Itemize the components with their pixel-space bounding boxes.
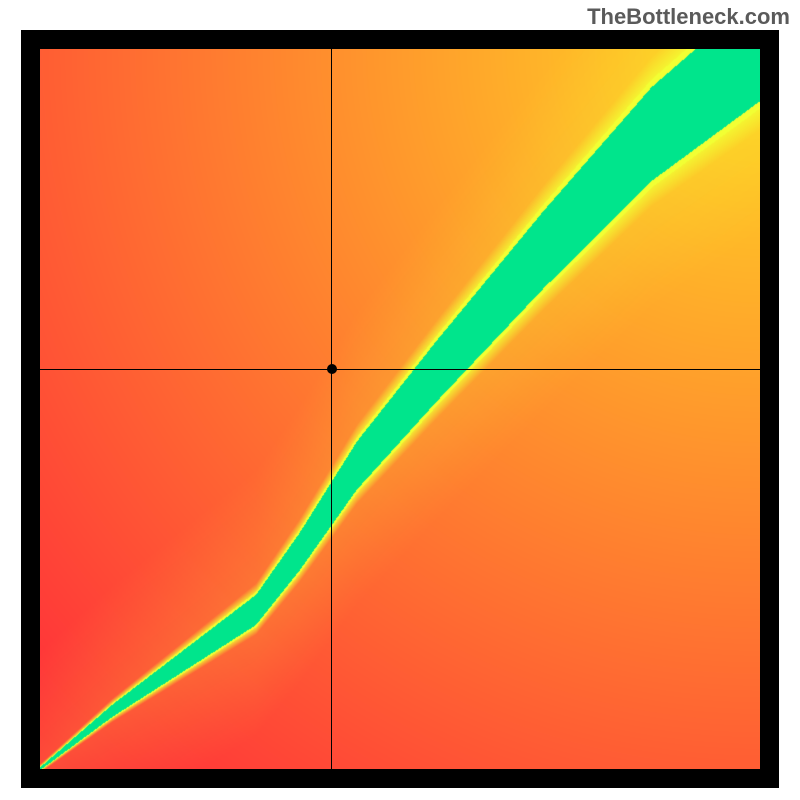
watermark-text: TheBottleneck.com: [587, 4, 790, 30]
crosshair-horizontal: [40, 369, 760, 370]
bottleneck-heatmap: [40, 49, 760, 769]
crosshair-marker: [327, 364, 337, 374]
crosshair-vertical: [331, 49, 332, 769]
